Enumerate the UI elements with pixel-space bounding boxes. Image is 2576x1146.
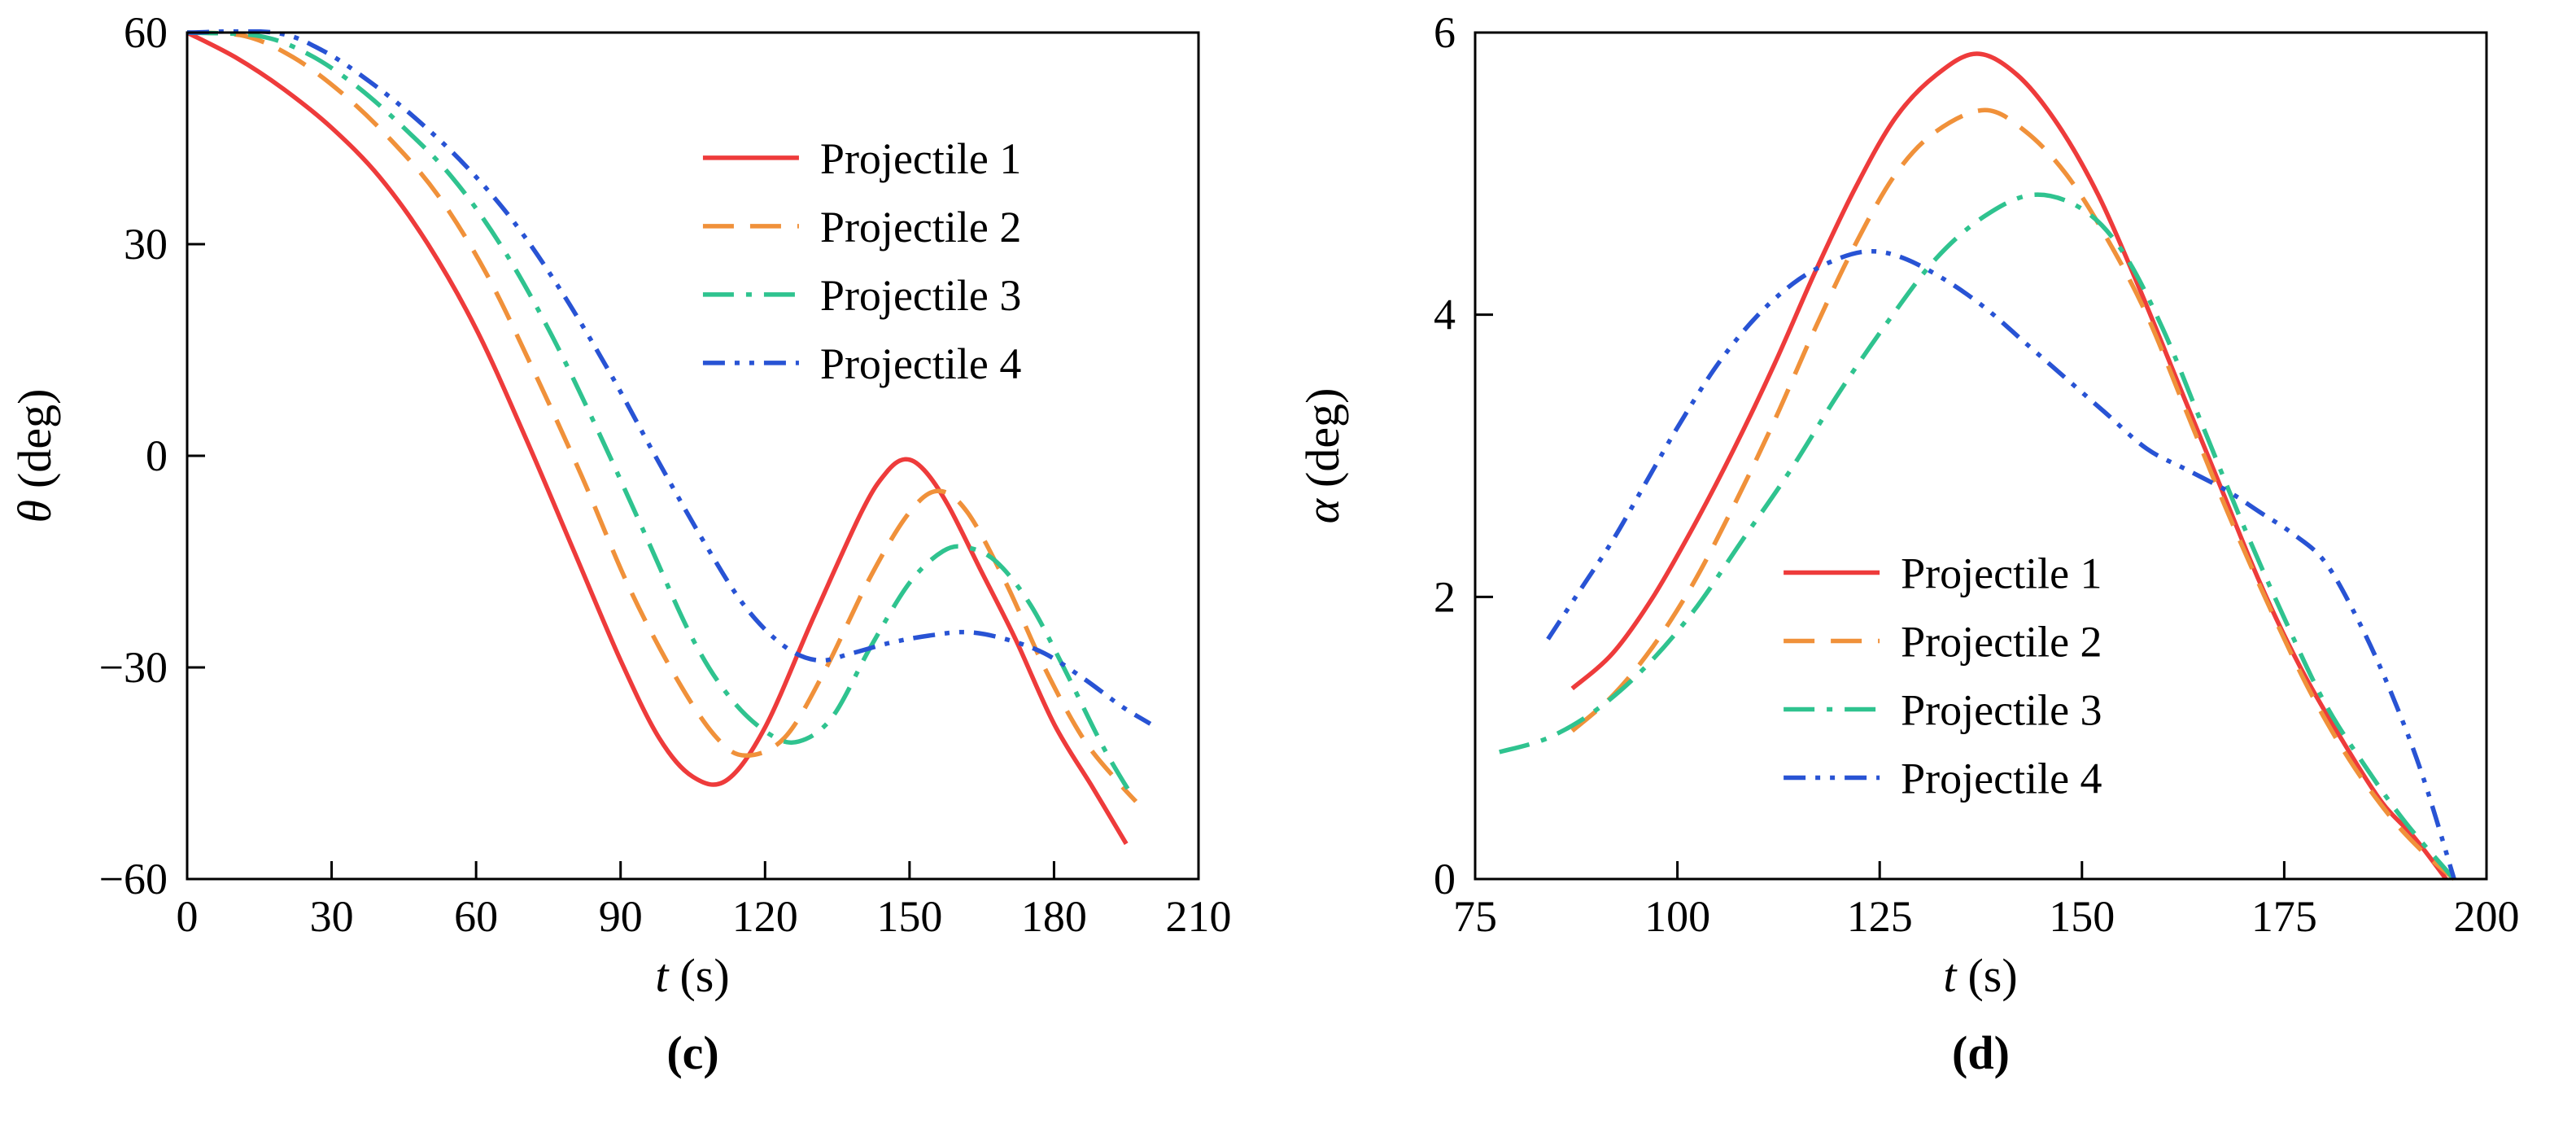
series-projectile-2 (1570, 107, 2456, 881)
y-tick-label: 4 (1434, 291, 1456, 339)
x-tick-label: 180 (1021, 892, 1087, 941)
plot-frame (1474, 31, 2488, 881)
legend-label: Projectile 2 (820, 203, 1021, 252)
plot-layer-c: 0 30 60 90 120 150 180 210 −60 −30 0 30 60 Projectile… (99, 8, 1232, 941)
x-tick-label: 90 (599, 892, 643, 941)
legend-label: Projectile 4 (1901, 755, 2102, 803)
legend-label: Projectile 1 (1901, 549, 2102, 598)
x-tick-label: 125 (1847, 892, 1913, 941)
y-axis-label-d: α(deg) (1296, 388, 1349, 524)
x-axis-label-d: t (s) (1943, 949, 2017, 1002)
panel-d: 75 100 125 150 175 200 0 2 4 6 Projectile 1 Project… (1288, 0, 2576, 1146)
y-tick-label: −30 (99, 643, 168, 692)
legend-label: Projectile 2 (1901, 618, 2102, 667)
y-tick-label: 0 (146, 431, 168, 480)
x-tick-label: 60 (454, 892, 498, 941)
x-tick-label: 120 (732, 892, 798, 941)
y-tick-label: 60 (124, 8, 168, 57)
x-tick-label: 200 (2454, 892, 2520, 941)
x-tick-label: 210 (1166, 892, 1232, 941)
series-group (1499, 51, 2456, 881)
legend-label: Projectile 1 (820, 134, 1021, 183)
x-tick-label: 150 (876, 892, 942, 941)
series-projectile-1 (1570, 51, 2448, 881)
x-tick-label: 0 (177, 892, 199, 941)
series-projectile-4 (186, 29, 1152, 726)
x-tick-label: 100 (1644, 892, 1710, 941)
y-axis-label-c: θ(deg) (8, 389, 61, 523)
series-projectile-4 (1546, 248, 2456, 880)
y-tick-label: 2 (1434, 572, 1456, 621)
panel-tag-d: (d) (1952, 1026, 2010, 1079)
x-tick-label: 175 (2251, 892, 2317, 941)
series-projectile-3 (1499, 192, 2456, 881)
y-tick-label: −60 (99, 855, 168, 903)
y-tick-label: 0 (1434, 855, 1456, 903)
series-group (186, 29, 1152, 846)
y-tick-label: 30 (124, 220, 168, 269)
plot-frame (186, 31, 1200, 881)
y-tick-label: 6 (1434, 8, 1456, 57)
chart-d-canvas: 75 100 125 150 175 200 0 2 4 6 Projectile 1 Project… (1296, 8, 2520, 1002)
panel-tag-c: (c) (666, 1026, 719, 1079)
plot-layer-d: 75 100 125 150 175 200 0 2 4 6 Projectile 1 Project… (1434, 8, 2520, 941)
x-axis-label-c: t (s) (655, 949, 729, 1002)
legend-label: Projectile 4 (820, 339, 1021, 388)
series-projectile-3 (186, 30, 1133, 796)
chart-c-canvas: 0 30 60 90 120 150 180 210 −60 −30 0 30 60 Projectile… (8, 8, 1232, 1002)
series-projectile-2 (186, 30, 1138, 803)
x-tick-label: 150 (2049, 892, 2115, 941)
legend-label: Projectile 3 (820, 271, 1021, 320)
x-tick-label: 75 (1453, 892, 1497, 941)
legend-label: Projectile 3 (1901, 686, 2102, 735)
x-tick-label: 30 (310, 892, 354, 941)
series-projectile-1 (186, 30, 1129, 846)
panel-c: 0 30 60 90 120 150 180 210 −60 −30 0 30 60 Projectile… (8, 8, 1232, 1079)
